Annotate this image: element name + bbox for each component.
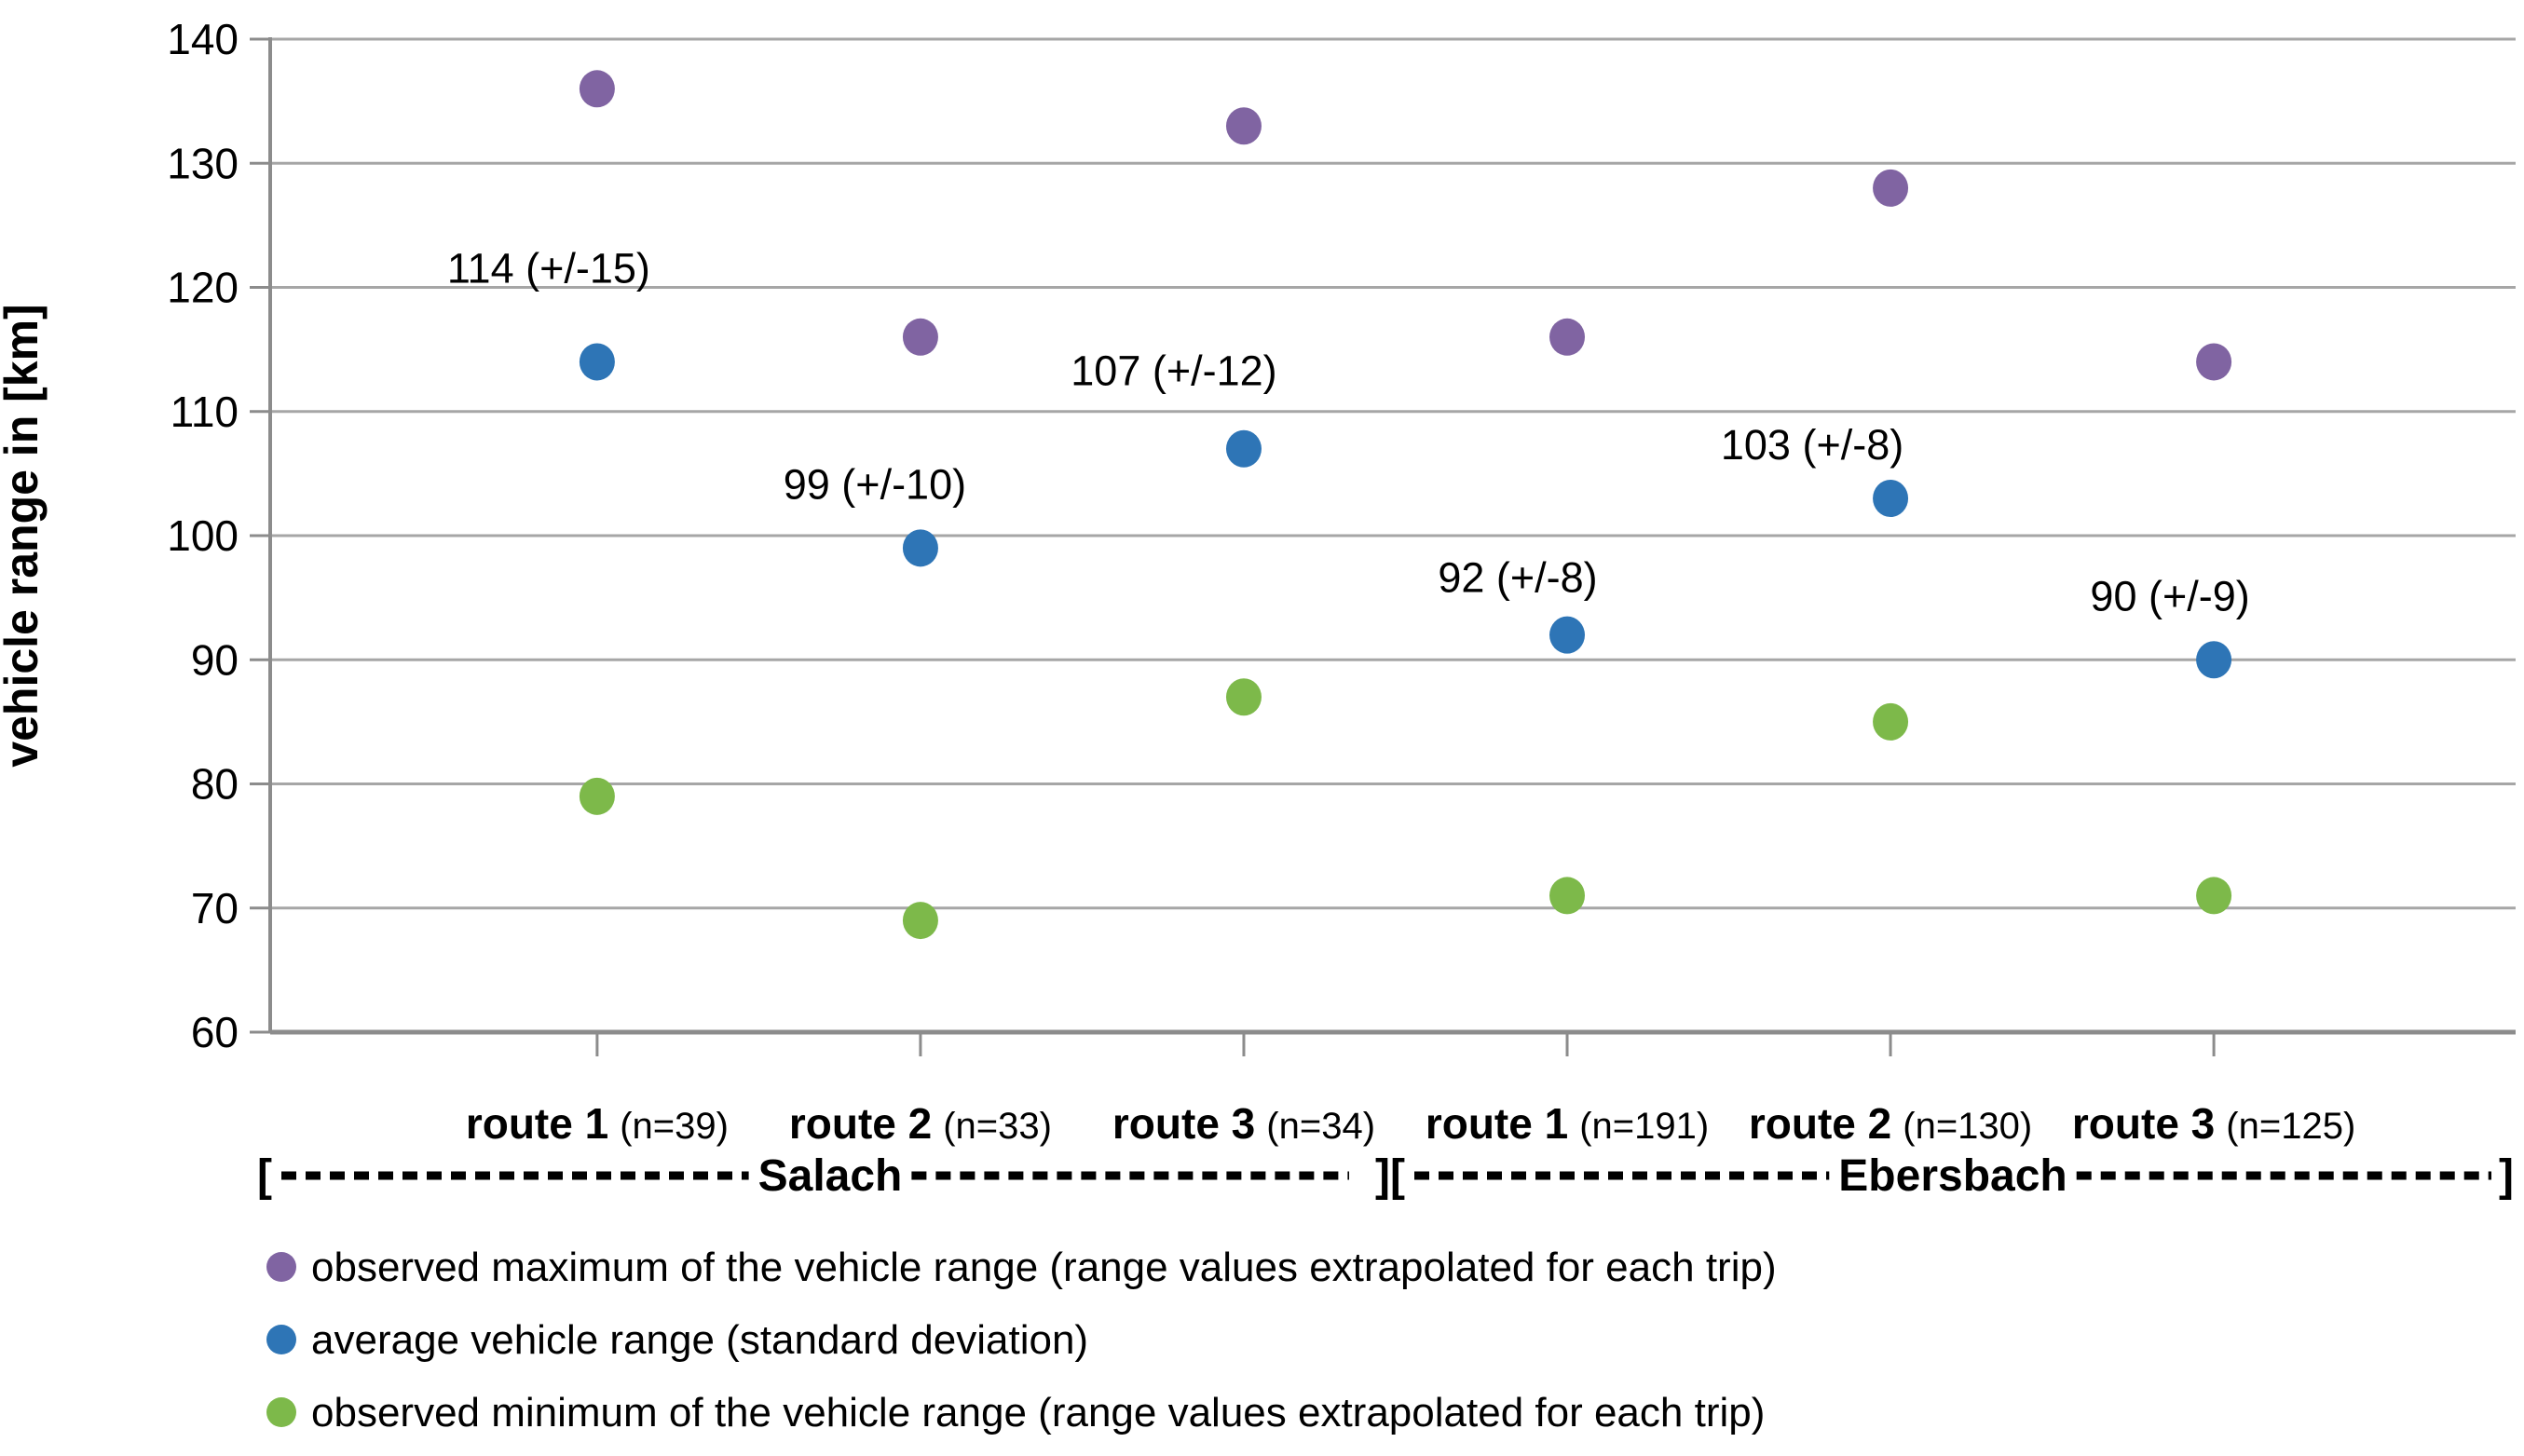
bracket-label-ebersbach: Ebersbach bbox=[1838, 1151, 2067, 1201]
sample-size-label: (n=130) bbox=[1903, 1106, 2032, 1147]
avg-point bbox=[1225, 429, 1262, 468]
legend-item: average vehicle range (standard deviatio… bbox=[266, 1317, 1088, 1363]
sample-size-label: (n=191) bbox=[1579, 1106, 1709, 1147]
route-label: route 3 bbox=[2072, 1099, 2215, 1148]
y-tick-label: 140 bbox=[167, 15, 239, 63]
sample-size-label: (n=33) bbox=[943, 1106, 1052, 1147]
avg-value-label: 103 (+/-8) bbox=[1721, 421, 1903, 469]
x-category-label: route 2 (n=130) bbox=[1749, 1099, 2032, 1148]
legend-label: observed minimum of the vehicle range (r… bbox=[311, 1390, 1765, 1436]
avg-value-label: 107 (+/-12) bbox=[1071, 347, 1276, 395]
y-tick-label: 120 bbox=[167, 264, 239, 312]
avg-value-label: 90 (+/-9) bbox=[2090, 572, 2249, 619]
min-point bbox=[579, 777, 615, 815]
avg-value-label: 99 (+/-10) bbox=[784, 460, 966, 508]
legend-marker-icon bbox=[266, 1397, 296, 1427]
avg-point bbox=[1549, 616, 1586, 654]
max-point bbox=[1873, 169, 1909, 207]
y-tick-label: 80 bbox=[191, 760, 239, 809]
min-point bbox=[2196, 877, 2232, 915]
x-category-label: route 2 (n=33) bbox=[789, 1099, 1052, 1148]
average-value-labels: 114 (+/-15) 99 (+/-10) 107 (+/-12) 92 (+/-8… bbox=[447, 244, 2250, 619]
y-tick-label: 60 bbox=[191, 1008, 239, 1056]
max-point bbox=[1225, 107, 1262, 145]
sample-size-label: (n=39) bbox=[620, 1106, 729, 1147]
x-category-label: route 3 (n=34) bbox=[1112, 1099, 1375, 1148]
max-point bbox=[902, 318, 938, 356]
min-point bbox=[1873, 702, 1909, 741]
avg-point bbox=[579, 343, 615, 381]
min-point bbox=[1549, 877, 1586, 915]
y-tick-label: 100 bbox=[167, 511, 239, 560]
data-points bbox=[579, 70, 2232, 940]
bracket-divider: ][ bbox=[1375, 1151, 1405, 1201]
route-label: route 1 bbox=[466, 1099, 608, 1148]
x-category-label: route 1 (n=39) bbox=[466, 1099, 729, 1148]
legend-item: observed minimum of the vehicle range (r… bbox=[266, 1390, 1765, 1436]
sample-size-label: (n=34) bbox=[1266, 1106, 1375, 1147]
y-tick-label: 90 bbox=[191, 635, 239, 684]
avg-point bbox=[1873, 480, 1909, 518]
legend-marker-icon bbox=[266, 1252, 296, 1282]
x-axis-category-labels: route 1 (n=39) route 2 (n=33) route 3 (n=34) r… bbox=[466, 1099, 2355, 1148]
bracket-close: ] bbox=[2499, 1151, 2514, 1201]
avg-point bbox=[902, 529, 938, 567]
site-bracket-line: [ Salach ][ Ebersbach] bbox=[257, 1151, 2514, 1201]
y-tick-label: 70 bbox=[191, 884, 239, 932]
max-point bbox=[1549, 318, 1586, 356]
bracket-label-salach: Salach bbox=[758, 1151, 903, 1201]
legend-label: average vehicle range (standard deviatio… bbox=[311, 1317, 1088, 1363]
y-tick-label: 110 bbox=[171, 388, 239, 436]
sample-size-label: (n=125) bbox=[2226, 1106, 2355, 1147]
axes: 140 130 120 110 100 90 80 70 60 bbox=[167, 15, 2216, 1056]
gridlines bbox=[270, 37, 2516, 1035]
route-label: route 3 bbox=[1112, 1099, 1255, 1148]
max-point bbox=[579, 70, 615, 108]
x-category-label: route 3 (n=125) bbox=[2072, 1099, 2355, 1148]
y-tick-label: 130 bbox=[167, 139, 239, 187]
y-axis-title: vehicle range in [km] bbox=[0, 304, 48, 767]
legend-item: observed maximum of the vehicle range (r… bbox=[266, 1245, 1777, 1290]
avg-point bbox=[2196, 641, 2232, 679]
max-point bbox=[2196, 343, 2232, 381]
bracket-open: [ bbox=[257, 1151, 272, 1201]
route-label: route 2 bbox=[1749, 1099, 1891, 1148]
min-point bbox=[902, 902, 938, 940]
route-label: route 1 bbox=[1426, 1099, 1568, 1148]
legend-label: observed maximum of the vehicle range (r… bbox=[311, 1245, 1777, 1290]
avg-value-label: 92 (+/-8) bbox=[1438, 554, 1597, 602]
min-point bbox=[1225, 678, 1262, 716]
route-label: route 2 bbox=[789, 1099, 932, 1148]
legend: observed maximum of the vehicle range (r… bbox=[266, 1245, 1777, 1436]
legend-marker-icon bbox=[266, 1325, 296, 1354]
x-category-label: route 1 (n=191) bbox=[1426, 1099, 1709, 1148]
avg-value-label: 114 (+/-15) bbox=[447, 244, 650, 292]
